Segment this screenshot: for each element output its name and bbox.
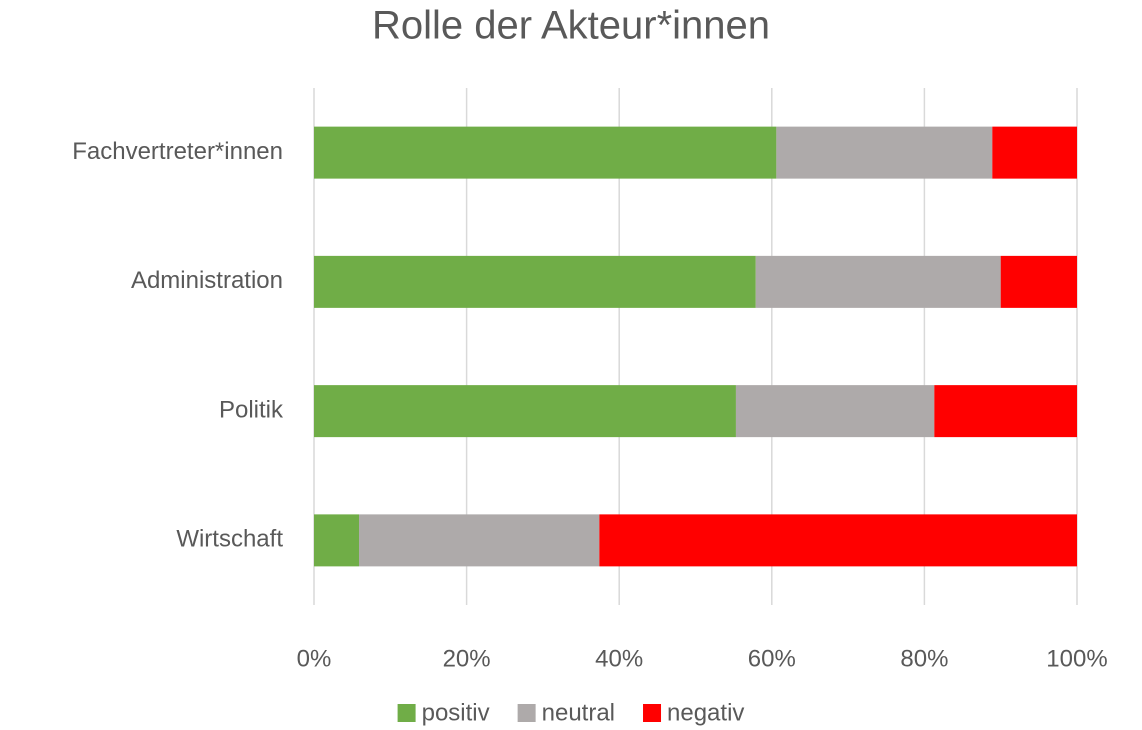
legend-label: neutral [542,699,615,726]
y-tick-label: Politik [219,396,284,423]
x-tick-label: 60% [748,645,796,672]
legend-swatch [517,704,536,722]
bar-segment [359,514,600,567]
x-tick-label: 20% [443,645,491,672]
legend-label: positiv [422,699,490,726]
x-tick-label: 0% [297,645,332,672]
x-tick-label: 100% [1046,645,1107,672]
bar-segment [314,385,736,438]
x-tick-label: 40% [595,645,643,672]
y-tick-label: Wirtschaft [176,526,283,553]
bar-segment [314,514,360,567]
bar-segment [776,126,993,179]
y-tick-label: Fachvertreter*innen [72,138,283,165]
bar-segment [992,126,1077,179]
y-tick-label: Administration [131,267,283,294]
legend-swatch [397,704,416,722]
bar-segment [934,385,1077,438]
bar-segment [314,255,756,308]
bar-segment [1000,255,1077,308]
legend-label: negativ [667,699,744,726]
chart-title: Rolle der Akteur*innen [372,4,770,48]
bar-segment [314,126,777,179]
bar-segment [599,514,1077,567]
bar-segment [755,255,1001,308]
legend-swatch [643,704,662,722]
bar-segment [735,385,935,438]
x-tick-label: 80% [900,645,948,672]
